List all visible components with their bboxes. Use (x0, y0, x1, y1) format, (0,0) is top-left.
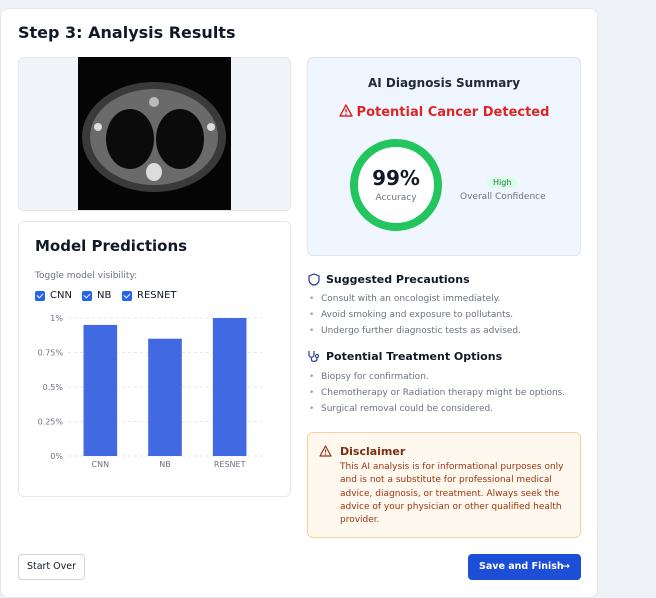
shield-icon (308, 273, 320, 286)
precaution: Consult with an oncologist immediately. (309, 294, 501, 304)
precautions-title: Suggested Precautions (326, 273, 470, 286)
chart-title: Model Predictions (35, 237, 188, 255)
treatment: Biopsy for confirmation. (309, 372, 429, 382)
accuracy-label: Accuracy (375, 193, 417, 203)
x-tick-label: NB (159, 460, 170, 469)
chart: 0% 0.25% 0.5% 0.75% 1% CNN NB RESNET (38, 314, 262, 469)
y-tick-label: 0% (50, 452, 63, 461)
treatment: Surgical removal could be considered. (309, 404, 493, 414)
toggle-label: Toggle model visibility: (35, 271, 138, 281)
y-tick-label: 0.5% (43, 383, 64, 392)
status-text: Potential Cancer Detected (356, 105, 550, 120)
warning-icon (338, 104, 353, 117)
disclaimer-box (307, 432, 581, 538)
checkbox-resnet[interactable]: RESNET (122, 290, 177, 301)
checkbox-label: RESNET (137, 290, 177, 301)
status: Potential Cancer Detected (307, 104, 581, 120)
y-tick-label: 1% (50, 314, 63, 323)
x-tick-label: CNN (92, 460, 110, 469)
precaution: Avoid smoking and exposure to pollutants… (309, 310, 513, 320)
bar (148, 338, 182, 456)
y-tick-label: 0.25% (38, 418, 64, 427)
stethoscope-icon (308, 351, 319, 362)
checkbox-cnn[interactable]: CNN (35, 290, 72, 301)
page-title: Step 3: Analysis Results (18, 23, 236, 42)
bar (83, 324, 118, 456)
summary-card (307, 57, 581, 256)
save-button-label: Save and Finish (479, 561, 564, 572)
precaution: Undergo further diagnostic tests as advi… (309, 326, 521, 336)
accuracy-value: 99% (372, 166, 420, 190)
treatment: Chemotherapy or Radiation therapy might … (309, 388, 565, 398)
y-tick-label: 0.75% (38, 349, 64, 358)
checkbox-label: CNN (50, 290, 72, 301)
disclaimer-title: Disclaimer (340, 445, 406, 458)
checkbox-label: NB (97, 290, 112, 301)
confidence-badge: High (487, 177, 518, 188)
bar (212, 318, 247, 456)
start-over-button[interactable]: Start Over (18, 554, 85, 580)
arrow-icon: → (562, 561, 570, 572)
warning-icon (319, 445, 332, 457)
disclaimer-text: This AI analysis is for informational pu… (340, 462, 564, 526)
ct-scan-image (78, 57, 231, 210)
accuracy-ring (350, 139, 442, 231)
save-button[interactable]: Save and Finish → (468, 554, 581, 580)
treatments-title: Potential Treatment Options (326, 350, 503, 363)
checkbox-nb[interactable]: NB (82, 290, 111, 301)
summary-title: AI Diagnosis Summary (367, 76, 521, 90)
confidence-label: Overall Confidence (460, 192, 546, 202)
x-tick-label: RESNET (214, 460, 246, 469)
